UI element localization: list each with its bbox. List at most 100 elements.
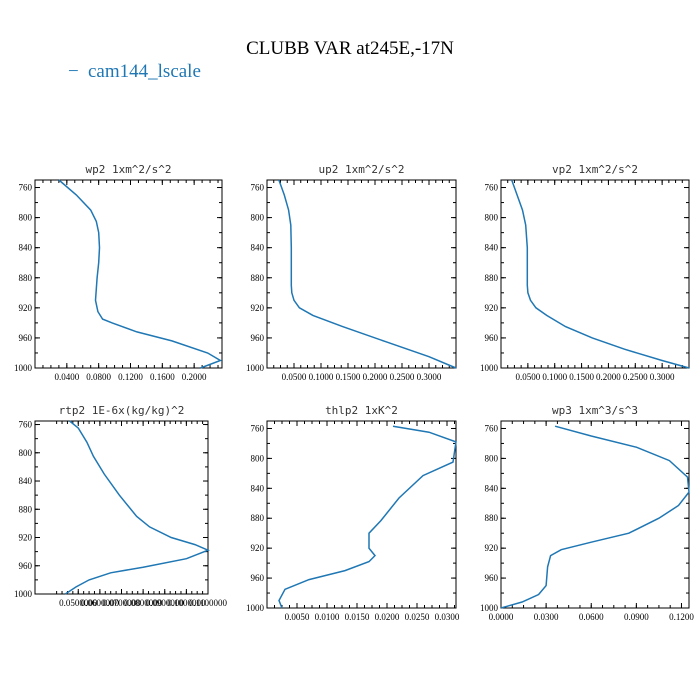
- series-line: [64, 420, 210, 595]
- y-tick-label: 800: [251, 213, 265, 223]
- y-tick-label: 880: [19, 504, 33, 514]
- panel-title: rtp2 1E-6x(kg/kg)^2: [59, 404, 185, 417]
- x-tick-label: 0.2000: [363, 372, 388, 382]
- y-tick-label: 960: [19, 333, 33, 343]
- plot-frame: [34, 420, 209, 595]
- y-tick-label: 920: [251, 543, 265, 553]
- panel-1: wp2 1xm^2/s^2 760 800 840 880 920 960 1000 0.040…: [14, 163, 223, 382]
- y-tick-label: 760: [19, 420, 33, 430]
- x-tick-label: 0.0300: [435, 612, 460, 622]
- panel-title: thlp2 1xK^2: [325, 404, 398, 417]
- plot-frame: [500, 179, 690, 369]
- series-line: [278, 425, 457, 609]
- panel-6: wp3 1xm^3/s^3 760 800 840 880 920 960 10000.000…: [480, 404, 694, 622]
- plot-frame: [266, 179, 457, 369]
- y-tick-label: 800: [19, 213, 33, 223]
- x-tick-label: 0.2000: [182, 372, 207, 382]
- y-tick-label: 800: [485, 213, 499, 223]
- x-tick-label: 0.1000: [309, 372, 334, 382]
- y-tick-label: 920: [19, 533, 33, 543]
- y-tick-label: 840: [251, 483, 265, 493]
- x-tick-label: 0.0000: [489, 612, 514, 622]
- panel-title: up2 1xm^2/s^2: [318, 163, 404, 176]
- y-tick-label: 800: [19, 448, 33, 458]
- x-tick-label: 0.0100: [315, 612, 340, 622]
- x-tick-label: 0.0700000: [102, 598, 141, 608]
- series-line: [500, 425, 690, 609]
- x-tick-label: 0.1500: [569, 372, 594, 382]
- y-tick-label: 920: [251, 303, 265, 313]
- panel-3: vp2 1xm^2/s^2 760 800 840 880 920 960 1000 0.050…: [480, 163, 690, 382]
- y-tick-label: 1000: [480, 603, 499, 613]
- x-tick-label: 0.0500: [282, 372, 307, 382]
- y-tick-label: 880: [251, 273, 265, 283]
- y-tick-label: 1000: [480, 363, 499, 373]
- y-tick-label: 1000: [246, 363, 265, 373]
- y-tick-label: 760: [485, 423, 499, 433]
- x-tick-label: 0.0500000: [59, 598, 98, 608]
- x-tick-label: 0.0500: [515, 372, 540, 382]
- y-tick-label: 840: [19, 243, 33, 253]
- series-line: [58, 179, 223, 369]
- x-tick-label: 0.0200: [375, 612, 400, 622]
- y-tick-label: 840: [485, 483, 499, 493]
- y-tick-label: 880: [485, 273, 499, 283]
- x-tick-label: 0.1000000: [167, 598, 206, 608]
- panels-container: wp2 1xm^2/s^2 760 800 840 880 920 960 1000 0.040…: [14, 163, 694, 622]
- x-tick-label: 0.2500: [390, 372, 415, 382]
- y-tick-label: 1000: [14, 589, 33, 599]
- x-tick-label: 0.2000: [596, 372, 621, 382]
- y-tick-label: 880: [19, 273, 33, 283]
- plot-frame: [34, 179, 223, 369]
- x-tick-label: 0.0600000: [81, 598, 120, 608]
- y-tick-label: 1000: [246, 603, 265, 613]
- y-tick-label: 960: [485, 573, 499, 583]
- x-tick-label: 0.1200: [669, 612, 694, 622]
- y-tick-label: 880: [485, 513, 499, 523]
- y-tick-label: 760: [251, 423, 265, 433]
- plot-frame: [500, 420, 690, 609]
- y-tick-label: 960: [19, 561, 33, 571]
- y-tick-label: 800: [485, 453, 499, 463]
- x-tick-label: 0.2500: [623, 372, 648, 382]
- y-tick-label: 760: [485, 183, 499, 193]
- x-tick-label: 0.1100000: [189, 598, 227, 608]
- y-tick-label: 800: [251, 453, 265, 463]
- y-tick-label: 960: [485, 333, 499, 343]
- x-tick-label: 0.0600: [579, 612, 604, 622]
- panel-title: vp2 1xm^2/s^2: [552, 163, 638, 176]
- x-tick-label: 0.1000: [542, 372, 567, 382]
- y-tick-label: 840: [19, 476, 33, 486]
- panel-2: up2 1xm^2/s^2 760 800 840 880 920 960 1000 0.050…: [246, 163, 457, 382]
- series-line: [510, 179, 690, 369]
- x-tick-label: 0.1600: [150, 372, 175, 382]
- x-tick-label: 0.0250: [405, 612, 430, 622]
- series-line: [278, 179, 457, 369]
- y-tick-label: 840: [251, 243, 265, 253]
- y-tick-label: 1000: [14, 363, 33, 373]
- panel-5: thlp2 1xK^2 760 800 840 880 920 960 1000 0.0050 0…: [246, 404, 460, 622]
- y-tick-label: 760: [19, 183, 33, 193]
- y-tick-label: 880: [251, 513, 265, 523]
- x-tick-label: 0.0400: [54, 372, 79, 382]
- legend-label: cam144_lscale: [88, 61, 201, 82]
- y-tick-label: 760: [251, 183, 265, 193]
- y-tick-label: 960: [251, 333, 265, 343]
- x-tick-label: 0.0300: [534, 612, 559, 622]
- figure-title: CLUBB VAR at245E,-17N: [246, 38, 454, 59]
- panel-title: wp2 1xm^2/s^2: [85, 163, 171, 176]
- x-tick-label: 0.0050: [285, 612, 310, 622]
- panel-title: wp3 1xm^3/s^3: [552, 404, 638, 417]
- x-tick-label: 0.0900000: [146, 598, 185, 608]
- x-tick-label: 0.0150: [345, 612, 370, 622]
- y-tick-label: 920: [485, 543, 499, 553]
- x-tick-label: 0.1500: [336, 372, 361, 382]
- legend-symbol: −: [68, 61, 79, 82]
- panel-4: rtp2 1E-6x(kg/kg)^2 760 800 840 880 920 960 100…: [14, 404, 227, 608]
- x-tick-label: 0.0800: [86, 372, 111, 382]
- x-tick-label: 0.0800000: [124, 598, 163, 608]
- y-tick-label: 920: [485, 303, 499, 313]
- y-tick-label: 840: [485, 243, 499, 253]
- x-tick-label: 0.3000: [650, 372, 675, 382]
